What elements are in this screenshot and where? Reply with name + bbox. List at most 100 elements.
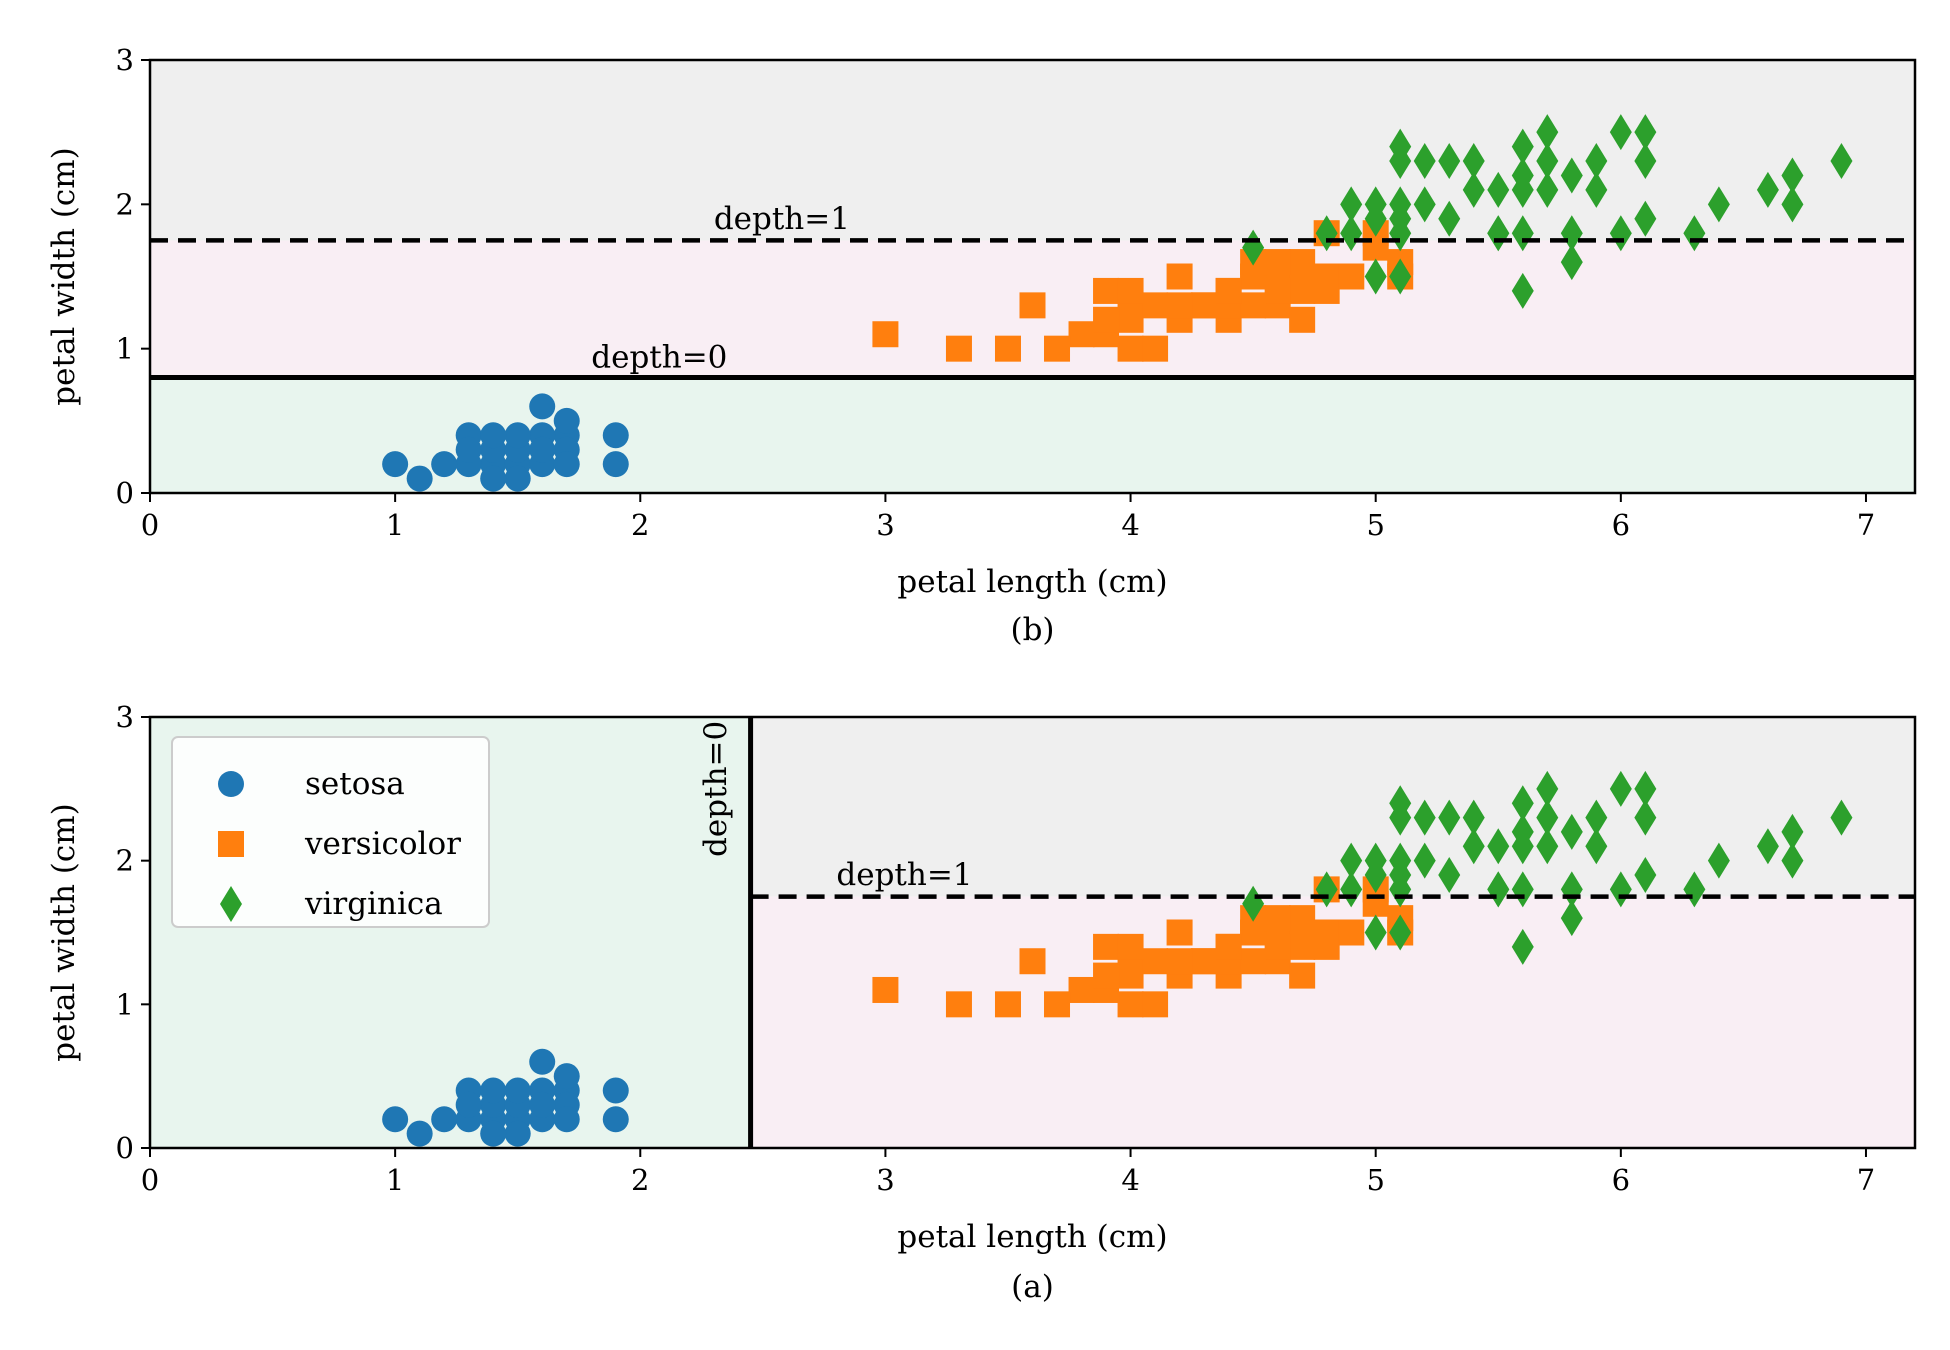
point-versicolor — [1142, 991, 1169, 1018]
x-tick-label: 2 — [631, 508, 649, 542]
point-setosa — [504, 1077, 531, 1104]
point-virginica — [1462, 143, 1485, 180]
point-virginica — [1707, 842, 1730, 879]
series-setosa — [382, 1048, 629, 1147]
point-setosa — [431, 451, 458, 478]
point-versicolor — [1264, 905, 1291, 932]
plot-frame — [148, 58, 1917, 495]
point-virginica — [1438, 200, 1461, 237]
series-virginica — [1242, 114, 1853, 309]
point-virginica — [1634, 200, 1657, 237]
point-versicolor — [1093, 277, 1120, 304]
y-tick-label: 3 — [116, 43, 134, 77]
y-tick-label: 0 — [116, 1131, 134, 1165]
point-versicolor — [1264, 277, 1291, 304]
y-tick-label: 0 — [116, 476, 134, 510]
point-versicolor — [1068, 321, 1095, 348]
x-axis-label: petal length (cm) — [897, 564, 1167, 600]
point-virginica — [1389, 186, 1412, 223]
series-versicolor — [872, 220, 1414, 362]
point-setosa — [602, 451, 629, 478]
point-versicolor — [1117, 962, 1144, 989]
y-tick-label: 2 — [116, 187, 134, 221]
point-virginica — [1413, 799, 1436, 836]
legend-label-virginica: virginica — [304, 886, 443, 922]
point-virginica — [1340, 186, 1363, 223]
point-virginica — [1781, 842, 1804, 879]
x-tick-label: 4 — [1121, 1163, 1139, 1197]
point-virginica — [1364, 200, 1387, 237]
legend: setosa versicolor virginica — [171, 736, 490, 928]
x-tick-label: 6 — [1612, 1163, 1630, 1197]
point-virginica — [1585, 828, 1608, 865]
point-virginica — [1536, 171, 1559, 208]
point-versicolor — [1289, 306, 1316, 333]
y-tick-label: 3 — [116, 700, 134, 734]
point-virginica — [1413, 186, 1436, 223]
point-versicolor — [872, 976, 899, 1003]
point-versicolor — [872, 321, 899, 348]
point-setosa — [382, 451, 409, 478]
point-versicolor — [1093, 962, 1120, 989]
point-versicolor — [1338, 263, 1365, 290]
point-setosa — [480, 1077, 507, 1104]
point-versicolor — [1313, 919, 1340, 946]
point-versicolor — [1191, 292, 1218, 319]
point-versicolor — [1215, 933, 1242, 960]
subplot-caption: (b) — [1010, 612, 1054, 648]
subplot-caption: (a) — [1011, 1269, 1054, 1305]
point-virginica — [1609, 114, 1632, 151]
point-virginica — [1438, 857, 1461, 894]
legend-marker-virginica — [220, 886, 242, 922]
point-setosa — [455, 1091, 482, 1118]
x-tick-label: 3 — [876, 1163, 894, 1197]
point-setosa — [529, 1091, 556, 1118]
legend-marker-versicolor — [218, 831, 244, 857]
point-versicolor — [1289, 962, 1316, 989]
y-tick-label: 1 — [116, 987, 134, 1021]
point-versicolor — [994, 335, 1021, 362]
point-virginica — [1634, 799, 1657, 836]
point-versicolor — [1117, 991, 1144, 1018]
point-virginica — [1389, 842, 1412, 879]
plot-frame — [148, 715, 1917, 1150]
point-virginica — [1781, 813, 1804, 850]
point-versicolor — [1166, 263, 1193, 290]
series-virginica — [1242, 770, 1853, 965]
point-virginica — [1487, 828, 1510, 865]
point-versicolor — [1264, 249, 1291, 276]
point-versicolor — [1093, 306, 1120, 333]
point-versicolor — [1142, 292, 1169, 319]
point-virginica — [1830, 143, 1853, 180]
point-virginica — [1634, 770, 1657, 807]
point-setosa — [602, 422, 629, 449]
series-setosa — [382, 393, 629, 492]
legend-label-setosa: setosa — [305, 766, 405, 802]
region-virginica — [150, 60, 1915, 241]
point-versicolor — [1191, 948, 1218, 975]
x-tick-label: 4 — [1121, 508, 1139, 542]
point-setosa — [504, 1120, 531, 1147]
point-virginica — [1511, 171, 1534, 208]
point-versicolor — [1068, 976, 1095, 1003]
point-virginica — [1511, 928, 1534, 965]
point-virginica — [1340, 842, 1363, 879]
x-tick-label: 6 — [1612, 508, 1630, 542]
point-virginica — [1389, 258, 1412, 295]
point-virginica — [1511, 828, 1534, 865]
point-versicolor — [1240, 948, 1267, 975]
point-virginica — [1511, 128, 1534, 165]
point-virginica — [1560, 813, 1583, 850]
x-tick-label: 7 — [1857, 1163, 1875, 1197]
point-setosa — [529, 436, 556, 463]
point-virginica — [1389, 143, 1412, 180]
split-label: depth=1 — [836, 857, 972, 893]
point-setosa — [480, 1120, 507, 1147]
point-virginica — [1830, 799, 1853, 836]
point-versicolor — [1117, 335, 1144, 362]
point-versicolor — [1117, 277, 1144, 304]
y-axis-label: petal width (cm) — [46, 803, 82, 1061]
point-virginica — [1634, 143, 1657, 180]
point-setosa — [553, 407, 580, 434]
